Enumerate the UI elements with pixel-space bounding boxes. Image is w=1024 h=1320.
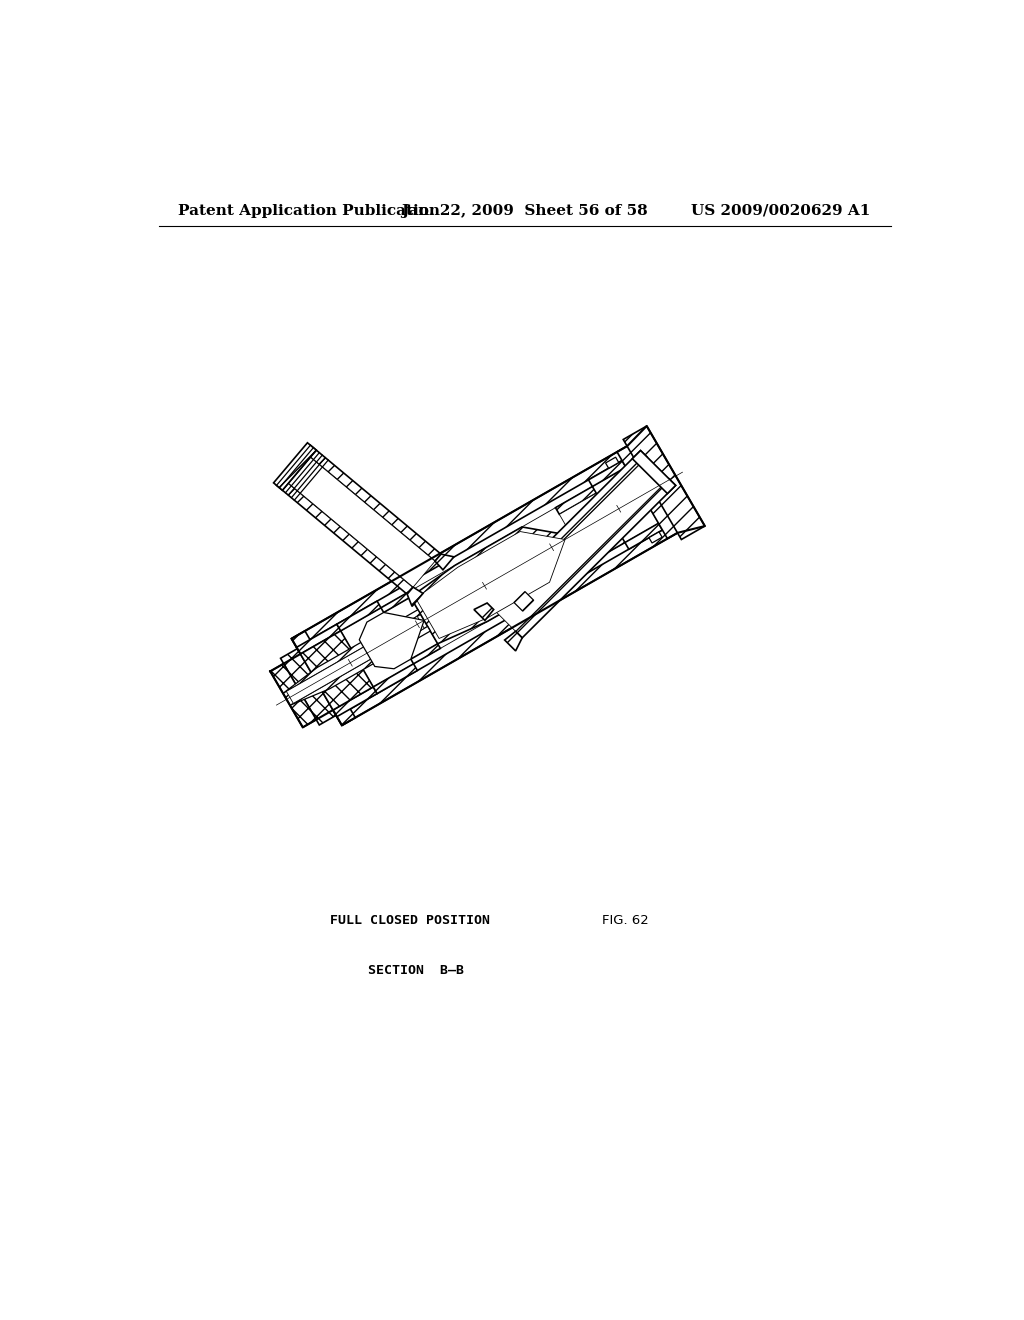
- Polygon shape: [333, 686, 377, 717]
- Text: Patent Application Publication: Patent Application Publication: [178, 203, 440, 218]
- Polygon shape: [474, 603, 494, 620]
- Text: FULL CLOSED POSITION: FULL CLOSED POSITION: [330, 915, 489, 927]
- Polygon shape: [381, 593, 411, 612]
- Polygon shape: [304, 445, 441, 561]
- Polygon shape: [300, 631, 374, 710]
- Text: FIG. 62: FIG. 62: [602, 915, 649, 927]
- Polygon shape: [624, 426, 705, 540]
- Polygon shape: [359, 612, 424, 669]
- Polygon shape: [487, 450, 647, 610]
- Polygon shape: [297, 624, 341, 653]
- Polygon shape: [273, 442, 316, 490]
- Text: Jan. 22, 2009  Sheet 56 of 58: Jan. 22, 2009 Sheet 56 of 58: [401, 203, 648, 218]
- Polygon shape: [337, 601, 381, 631]
- Polygon shape: [416, 532, 565, 639]
- Polygon shape: [290, 627, 430, 705]
- Text: SECTION  B–B: SECTION B–B: [369, 964, 464, 977]
- Polygon shape: [292, 631, 355, 726]
- Polygon shape: [494, 457, 669, 631]
- Polygon shape: [276, 478, 413, 594]
- Polygon shape: [411, 644, 440, 664]
- Polygon shape: [559, 494, 622, 557]
- Polygon shape: [283, 453, 435, 587]
- Polygon shape: [341, 467, 658, 686]
- Polygon shape: [283, 610, 421, 693]
- Polygon shape: [584, 536, 625, 564]
- Polygon shape: [337, 524, 678, 726]
- Polygon shape: [408, 587, 423, 606]
- Polygon shape: [617, 441, 687, 539]
- Polygon shape: [555, 487, 596, 515]
- Polygon shape: [514, 591, 534, 611]
- Polygon shape: [633, 450, 676, 494]
- Polygon shape: [516, 479, 676, 638]
- Polygon shape: [649, 532, 663, 543]
- Polygon shape: [384, 597, 437, 659]
- Polygon shape: [287, 616, 424, 704]
- Text: US 2009/0020629 A1: US 2009/0020629 A1: [691, 203, 870, 218]
- Polygon shape: [505, 631, 522, 651]
- Polygon shape: [411, 527, 571, 644]
- Polygon shape: [270, 664, 316, 727]
- Polygon shape: [625, 523, 663, 549]
- Polygon shape: [589, 461, 626, 487]
- Polygon shape: [374, 664, 418, 693]
- Polygon shape: [292, 446, 632, 647]
- Polygon shape: [605, 457, 618, 469]
- Polygon shape: [435, 554, 454, 570]
- Polygon shape: [281, 648, 336, 725]
